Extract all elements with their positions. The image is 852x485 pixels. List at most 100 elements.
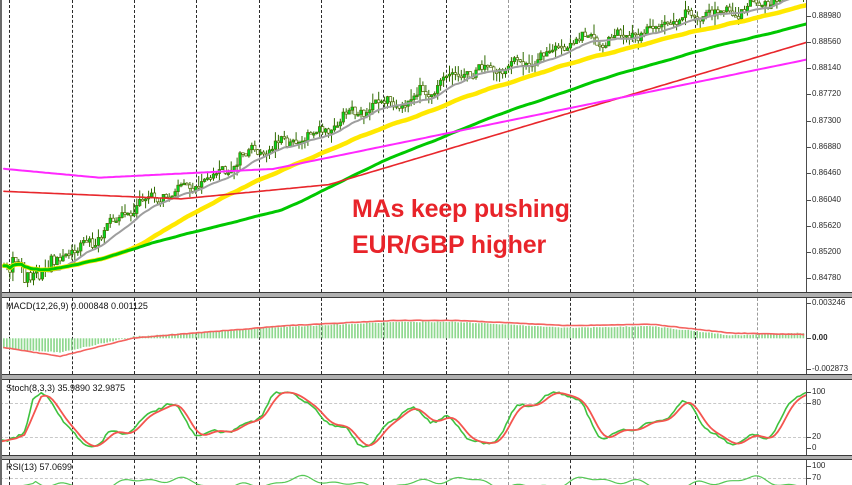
- macd-bar: [6, 338, 8, 349]
- candle-body: [31, 272, 36, 281]
- price-scale-label: 0.86880: [812, 141, 841, 151]
- candle-body: [164, 194, 168, 198]
- macd-bar: [554, 327, 557, 339]
- macd-bar: [755, 334, 757, 339]
- candle-body: [377, 99, 381, 104]
- rsi-plot-area[interactable]: [0, 460, 806, 485]
- macd-bar: [711, 332, 713, 339]
- macd-bar: [374, 322, 377, 339]
- candle-body: [58, 257, 62, 262]
- vertical-gridline-12: [757, 298, 758, 374]
- macd-bar: [773, 333, 775, 339]
- candle-body: [486, 64, 490, 68]
- macd-bar: [454, 321, 457, 339]
- vertical-gridline-11: [695, 0, 696, 292]
- candle-body: [179, 184, 183, 187]
- candle-body: [102, 230, 106, 239]
- candle-body: [132, 213, 136, 217]
- macd-bar: [607, 327, 610, 339]
- macd-bar: [690, 330, 693, 339]
- macd-bar: [480, 322, 483, 339]
- macd-bar: [180, 333, 182, 339]
- candle-body: [188, 184, 192, 189]
- candle-body: [645, 26, 649, 35]
- macd-bar: [76, 338, 79, 349]
- macd-bar: [330, 324, 333, 339]
- macd-bar: [669, 328, 672, 339]
- macd-bar: [563, 327, 566, 339]
- macd-bar: [247, 329, 250, 339]
- macd-bar: [557, 327, 560, 339]
- macd-panel[interactable]: 0.003246 0.00 -0.002873 MACD(12,26,9) 0.00…: [0, 298, 852, 374]
- candle-body: [565, 47, 570, 51]
- macd-bar: [590, 327, 592, 339]
- candle-body: [329, 129, 334, 134]
- vertical-gridline-9: [570, 380, 571, 455]
- candle-body: [477, 64, 481, 71]
- macd-bar: [47, 338, 49, 352]
- candle-body: [648, 25, 652, 29]
- macd-bar: [501, 324, 504, 339]
- candle-body: [630, 32, 634, 39]
- vertical-gridline-2: [134, 460, 135, 485]
- rsi-panel[interactable]: 100 70 RSI(13) 57.0699: [0, 460, 852, 485]
- candle-body: [551, 49, 555, 53]
- macd-bar: [212, 331, 215, 339]
- candle-body: [433, 93, 437, 96]
- macd-bar: [666, 327, 669, 339]
- candle-body: [123, 212, 127, 215]
- macd-plot-area[interactable]: [0, 298, 806, 374]
- macd-bar: [601, 327, 604, 339]
- price-plot-area[interactable]: [0, 0, 806, 292]
- ma-line-green: [2, 22, 806, 272]
- macd-bar: [242, 329, 244, 339]
- stochastic-plot-area[interactable]: [0, 380, 806, 455]
- candle-body: [338, 121, 342, 127]
- macd-bar: [79, 338, 82, 349]
- macd-scale-tick: [807, 369, 811, 370]
- vertical-gridline-6: [383, 380, 384, 455]
- macd-bar: [566, 327, 569, 339]
- macd-bar: [430, 322, 433, 339]
- stochastic-scale[interactable]: 100 80 20 0: [806, 380, 852, 455]
- rsi-scale[interactable]: 100 70: [806, 460, 852, 485]
- vertical-gridline-12: [757, 460, 758, 485]
- rsi-scale-tick: [807, 478, 811, 479]
- macd-bar: [725, 335, 728, 339]
- price-scale-tick: [807, 225, 811, 227]
- macd-bar: [244, 329, 247, 339]
- macd-bar: [250, 328, 253, 339]
- macd-bar: [652, 326, 654, 339]
- macd-bar: [551, 326, 554, 339]
- candle-body: [778, 0, 782, 2]
- candle-body: [79, 242, 83, 252]
- macd-bar: [283, 326, 285, 339]
- price-scale[interactable]: 0.88980 0.88560 0.88140 0.87720 0.87300 0.868…: [806, 0, 852, 292]
- panel-separator-2: [0, 374, 852, 380]
- macd-scale-tick: [807, 303, 811, 304]
- candle-body: [430, 94, 434, 98]
- macd-scale[interactable]: 0.003246 0.00 -0.002873: [806, 298, 852, 374]
- macd-bar: [696, 331, 698, 339]
- stochastic-panel[interactable]: 100 80 20 0 Stoch(8,3,3) 35.9890 32.9875: [0, 380, 852, 455]
- macd-bar: [475, 323, 477, 339]
- macd-bar: [362, 323, 365, 339]
- macd-bar: [790, 333, 793, 339]
- macd-bar: [327, 325, 330, 339]
- candle-body: [666, 21, 670, 25]
- macd-bar: [165, 334, 167, 339]
- candle-body: [273, 140, 278, 150]
- candle-body: [185, 182, 189, 186]
- candle-body: [141, 198, 145, 202]
- macd-bar: [354, 324, 356, 339]
- candle-body: [775, 0, 779, 2]
- price-scale-tick: [807, 278, 811, 280]
- macd-bar: [728, 335, 731, 339]
- candle-body: [583, 31, 587, 37]
- macd-bar: [616, 327, 619, 339]
- candle-body: [49, 255, 53, 273]
- price-chart-panel[interactable]: 0.88980 0.88560 0.88140 0.87720 0.87300 0.868…: [0, 0, 852, 292]
- vertical-gridline-4: [259, 460, 260, 485]
- candle-body: [371, 102, 375, 111]
